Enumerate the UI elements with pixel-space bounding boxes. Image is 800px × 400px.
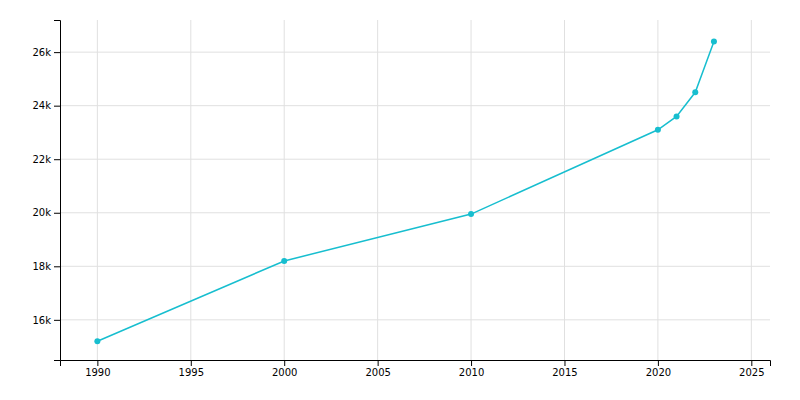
data-marks [94,38,717,344]
plot: 1990 1995 2000 2005 2010 2015 2020 2025 16k 18k 20… [32,20,770,378]
x-tick-mark [191,360,192,366]
grid-line-y [60,266,770,267]
grid-line-x [284,20,285,360]
grid-line-y [60,52,770,53]
chart-svg: 1990 1995 2000 2005 2010 2015 2020 2025 16k 18k 20… [0,0,800,400]
x-tick-label: 1990 [85,367,110,378]
point [281,258,287,264]
x-tick-label: 2000 [272,367,297,378]
point [711,38,717,44]
y-tick-label: 18k [32,261,51,272]
x-tick: 1990 [85,360,110,378]
x-tick: 2005 [365,360,390,378]
y-tick: 16k [32,315,60,326]
y-tick: 18k [32,261,60,272]
x-tick: 1995 [179,360,204,378]
grid-line-y [60,105,770,106]
x-tick-label: 2005 [365,367,390,378]
x-tick-mark [471,360,472,366]
y-tick-mark [54,320,60,321]
x-tick-mark [564,360,565,366]
x-tick-label: 2010 [459,367,484,378]
x-tick-label: 2015 [552,367,577,378]
grid-line-x [751,20,752,360]
grid-line-y [60,212,770,213]
x-tick-label: 2025 [739,367,764,378]
y-axis: 16k 18k 20k 22k 24k 26k [32,21,60,361]
grid-line-x [657,20,658,360]
y-tick-mark [54,266,60,267]
grid [60,20,770,360]
line [97,41,714,341]
grid-line-y [60,319,770,320]
x-tick-mark [97,360,98,366]
x-tick-mark [284,360,285,366]
y-tick: 24k [32,100,60,111]
y-tick-label: 26k [32,47,51,58]
x-tick: 2015 [552,360,577,378]
y-tick: 26k [32,47,60,58]
point [692,89,698,95]
x-tick-mark [378,360,379,366]
y-axis-line [54,21,61,361]
point [655,127,661,133]
x-tick: 2020 [646,360,671,378]
grid-line-y [60,159,770,160]
point [674,113,680,119]
point [468,211,474,217]
x-axis: 1990 1995 2000 2005 2010 2015 2020 2025 [61,360,771,378]
y-tick-mark [54,213,60,214]
point [94,338,100,344]
x-tick: 2010 [459,360,484,378]
y-tick-label: 20k [32,207,51,218]
y-tick-mark [54,52,60,53]
x-tick-label: 1995 [179,367,204,378]
x-tick: 2000 [272,360,297,378]
grid-line-x [564,20,565,360]
grid-line-x [377,20,378,360]
y-tick-mark [54,159,60,160]
grid-line-x [97,20,98,360]
x-axis-line [61,361,771,367]
y-tick-label: 16k [32,315,51,326]
chart-container: 1990 1995 2000 2005 2010 2015 2020 2025 16k 18k 20… [0,0,800,400]
y-tick: 22k [32,154,60,165]
y-tick: 20k [32,207,60,218]
grid-line-x [471,20,472,360]
x-tick: 2025 [739,360,764,378]
x-tick-mark [751,360,752,366]
y-tick-mark [54,106,60,107]
y-tick-label: 22k [32,154,51,165]
y-tick-label: 24k [32,100,51,111]
x-tick-label: 2020 [646,367,671,378]
x-tick-mark [658,360,659,366]
grid-line-x [190,20,191,360]
